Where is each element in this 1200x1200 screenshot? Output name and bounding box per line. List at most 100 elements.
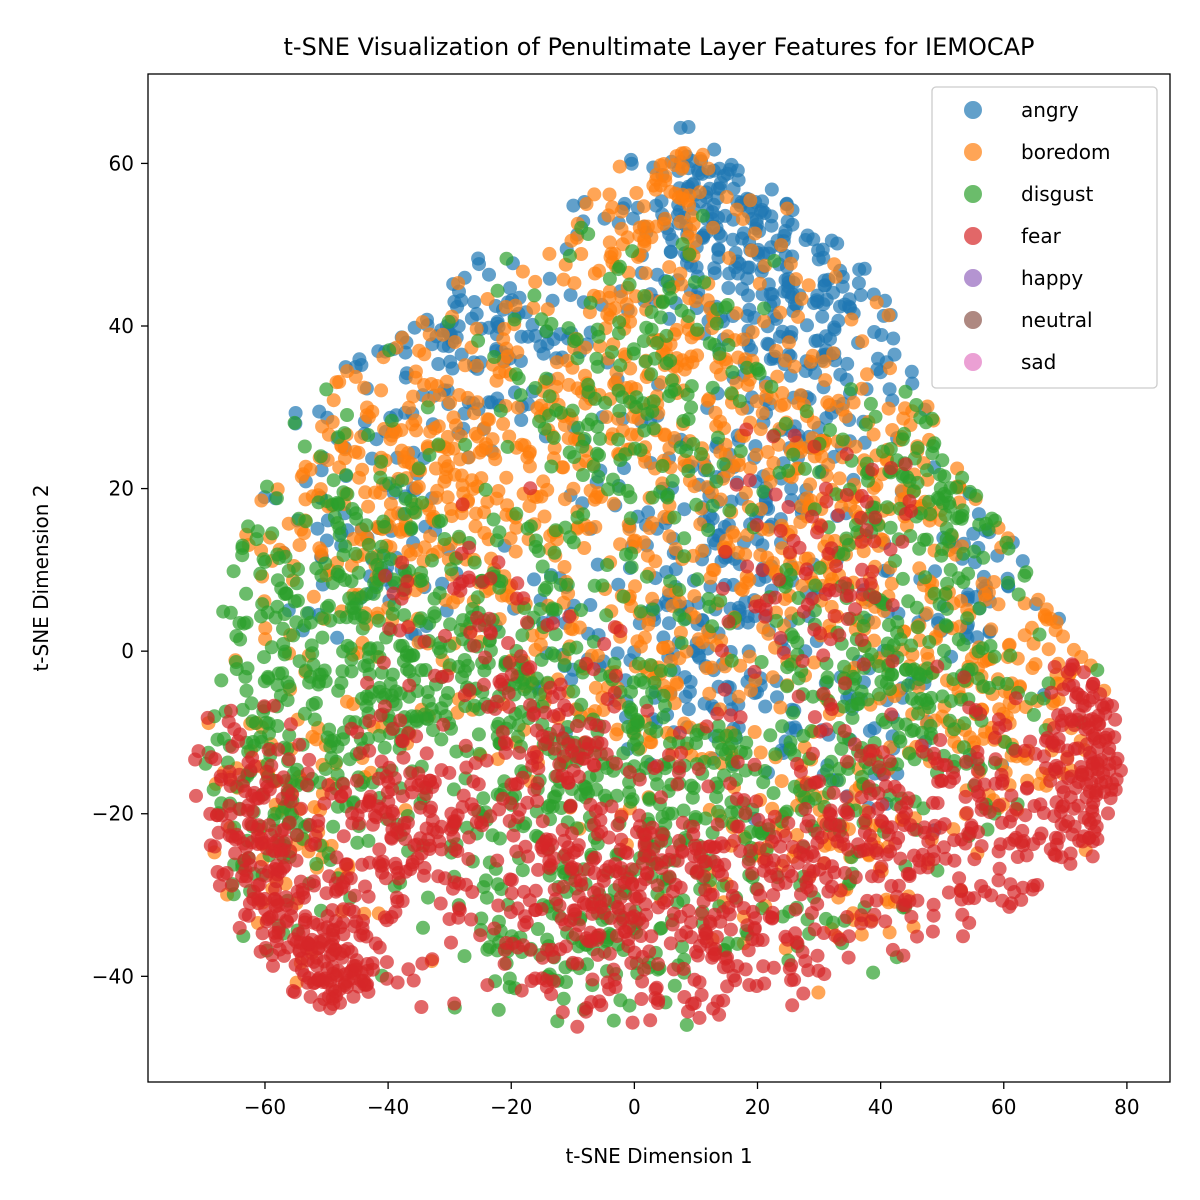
scatter-point <box>660 274 675 289</box>
scatter-point <box>427 775 442 790</box>
scatter-point <box>690 348 705 363</box>
scatter-point <box>267 925 282 940</box>
scatter-point <box>526 745 541 760</box>
scatter-point <box>764 182 779 197</box>
scatter-point <box>730 755 745 769</box>
scatter-point <box>645 602 660 617</box>
scatter-point <box>577 432 592 446</box>
scatter-point <box>606 1013 621 1028</box>
scatter-point <box>674 636 689 651</box>
scatter-point <box>940 576 955 591</box>
scatter-point <box>769 613 784 628</box>
series-fear-points <box>188 422 1128 1034</box>
scatter-point <box>577 896 591 910</box>
scatter-point <box>604 799 619 814</box>
scatter-point <box>289 576 304 591</box>
scatter-point <box>357 380 372 395</box>
scatter-point <box>707 142 722 157</box>
scatter-point <box>938 618 953 633</box>
scatter-point <box>687 589 702 604</box>
scatter-point <box>471 333 486 348</box>
scatter-point <box>406 389 421 404</box>
scatter-point <box>840 356 855 371</box>
scatter-point <box>656 710 671 725</box>
scatter-point <box>458 699 473 713</box>
scatter-point <box>725 232 740 247</box>
scatter-point <box>369 810 384 825</box>
scatter-point <box>866 427 881 442</box>
scatter-point <box>389 890 404 905</box>
scatter-point <box>809 293 824 308</box>
scatter-point <box>882 925 897 940</box>
scatter-point <box>499 251 514 266</box>
scatter-point <box>303 989 318 1004</box>
scatter-point <box>972 517 987 532</box>
scatter-point <box>613 453 628 467</box>
scatter-point <box>717 682 732 697</box>
scatter-point <box>257 650 271 665</box>
scatter-point <box>609 727 624 742</box>
scatter-point <box>529 671 544 686</box>
scatter-point <box>818 373 833 388</box>
scatter-point <box>421 693 436 708</box>
scatter-point <box>293 935 308 950</box>
scatter-point <box>651 957 665 972</box>
scatter-point <box>911 706 926 721</box>
scatter-point <box>1001 541 1016 556</box>
scatter-point <box>271 742 286 757</box>
scatter-point <box>677 531 692 546</box>
scatter-point <box>677 549 692 564</box>
scatter-point <box>508 367 523 382</box>
scatter-point <box>1011 587 1026 602</box>
scatter-point <box>353 746 367 761</box>
scatter-point <box>577 751 591 766</box>
scatter-point <box>729 306 744 321</box>
scatter-point <box>314 463 329 478</box>
scatter-point <box>764 391 779 406</box>
scatter-point <box>705 619 720 634</box>
scatter-point <box>774 774 789 789</box>
scatter-point <box>613 358 628 373</box>
scatter-point <box>355 462 370 477</box>
scatter-point <box>863 396 878 411</box>
scatter-point <box>630 732 644 747</box>
scatter-point <box>282 728 297 743</box>
scatter-point <box>540 302 555 317</box>
scatter-point <box>561 377 576 392</box>
scatter-point <box>309 857 324 871</box>
scatter-point <box>871 351 885 366</box>
scatter-point <box>462 830 477 845</box>
scatter-point <box>793 388 808 403</box>
scatter-point <box>504 886 519 901</box>
scatter-point <box>756 959 771 974</box>
scatter-point <box>721 281 736 295</box>
scatter-point <box>535 559 550 574</box>
scatter-point <box>698 883 713 897</box>
scatter-point <box>885 667 900 682</box>
scatter-point <box>231 734 245 749</box>
scatter-point <box>513 649 528 664</box>
scatter-point <box>491 1002 506 1017</box>
scatter-point <box>827 257 842 272</box>
scatter-point <box>353 928 368 943</box>
scatter-point <box>729 202 744 217</box>
scatter-point <box>780 201 795 216</box>
scatter-point <box>361 833 376 848</box>
scatter-point <box>238 907 253 922</box>
scatter-point <box>784 958 799 973</box>
scatter-point <box>605 200 620 215</box>
scatter-point <box>786 447 801 462</box>
scatter-point <box>681 903 696 918</box>
scatter-point <box>804 906 819 920</box>
scatter-point <box>632 772 647 787</box>
scatter-point <box>277 647 292 662</box>
scatter-point <box>780 660 795 675</box>
scatter-point <box>254 493 269 508</box>
scatter-point <box>384 413 399 428</box>
scatter-point <box>253 944 268 959</box>
scatter-point <box>745 325 760 340</box>
scatter-point <box>452 529 466 544</box>
scatter-point <box>748 226 762 241</box>
scatter-point <box>555 460 570 475</box>
scatter-point <box>373 470 388 485</box>
